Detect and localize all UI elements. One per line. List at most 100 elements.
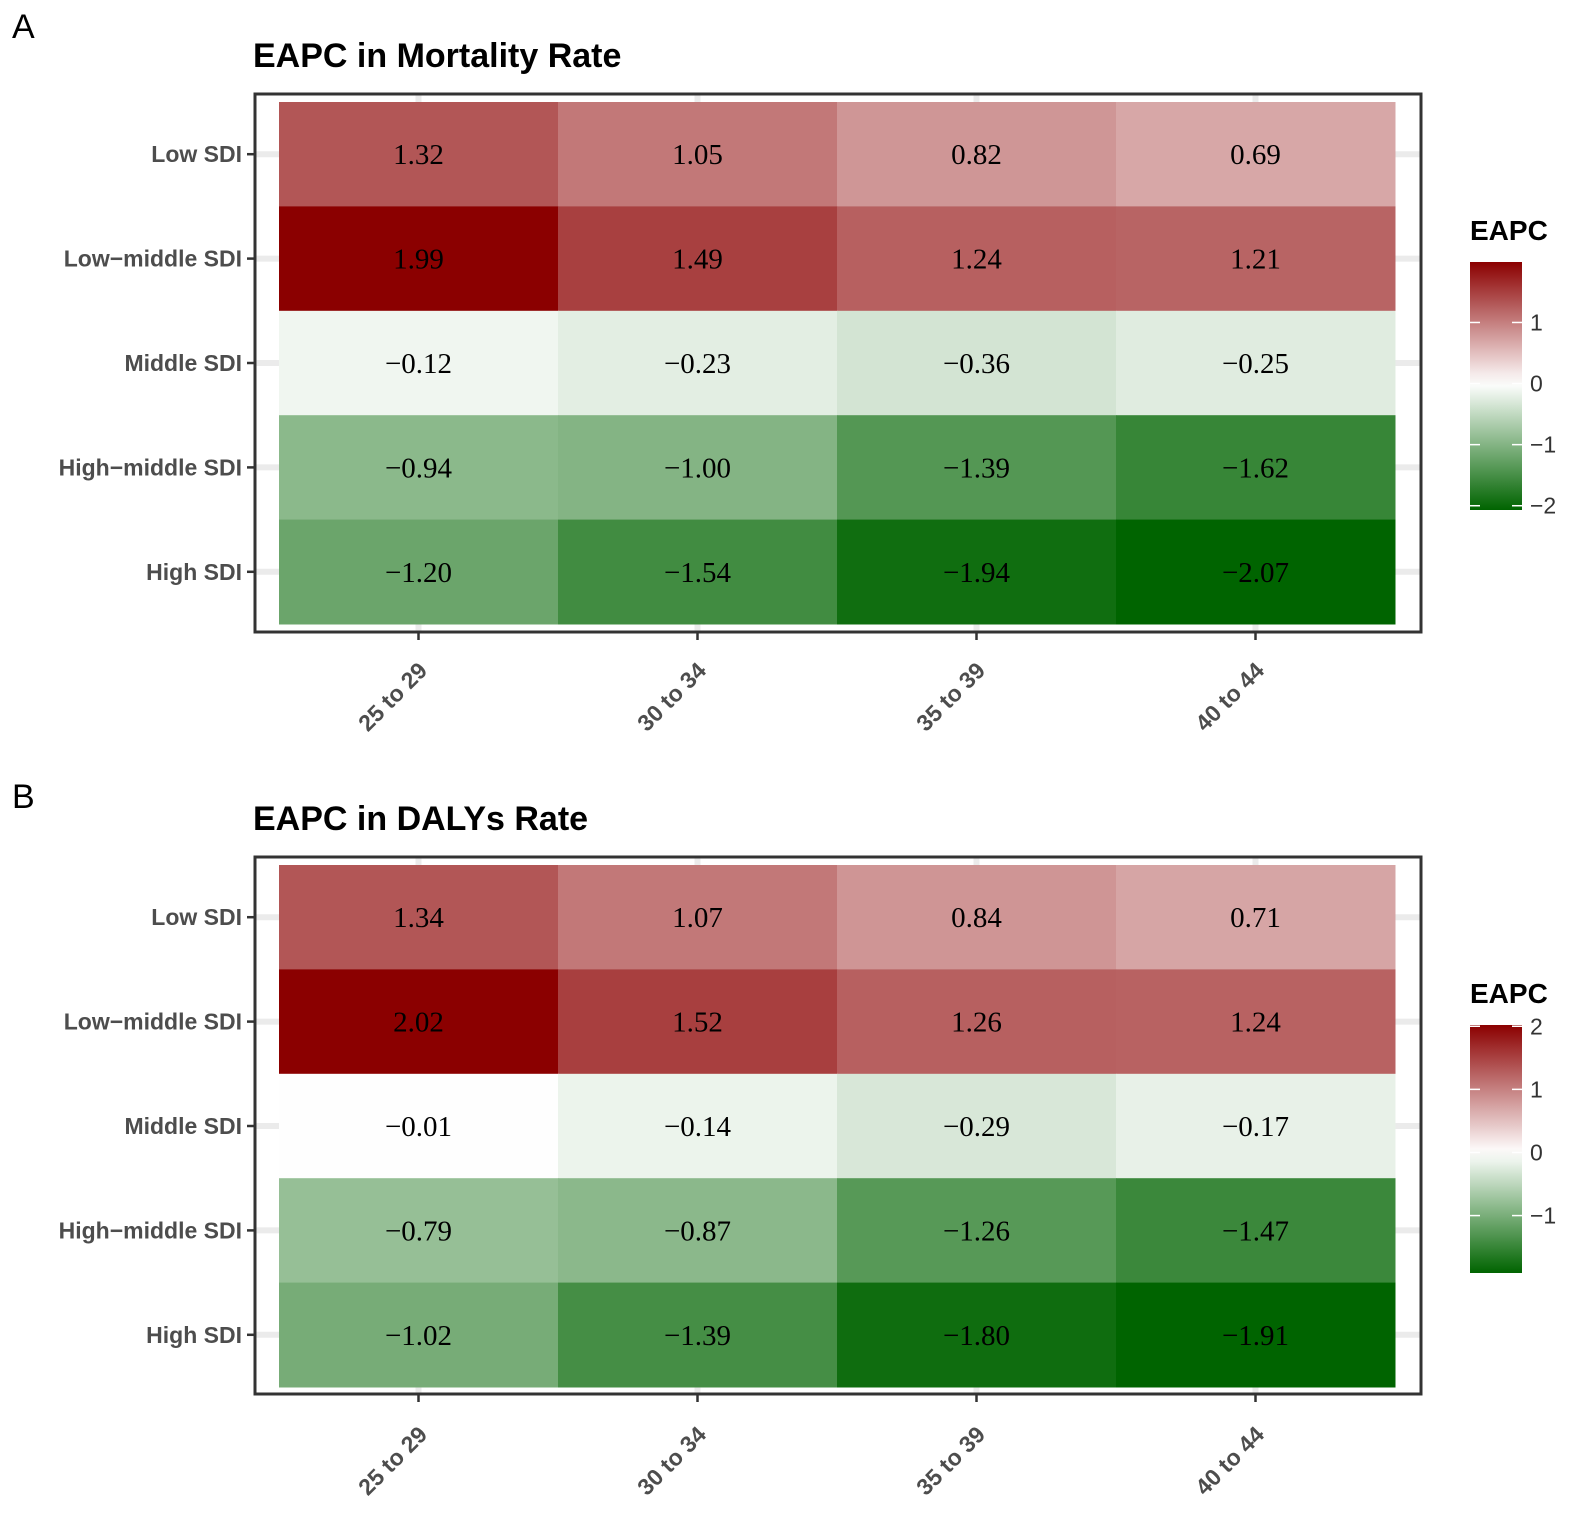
y-tick-label: Low SDI — [151, 904, 242, 930]
cell-value-label: 1.05 — [672, 139, 723, 171]
cell-value-label: −1.54 — [664, 557, 732, 589]
x-tick-label: 35 to 39 — [911, 1421, 990, 1500]
x-tick-label: 25 to 29 — [353, 1421, 432, 1500]
heatmap-cell — [558, 969, 838, 1075]
cell-value-label: 2.02 — [393, 1007, 444, 1039]
heatmap-cell — [279, 519, 559, 625]
heatmap-cell — [837, 1073, 1117, 1179]
cell-value-label: 1.24 — [951, 244, 1002, 276]
cell-value-label: −1.94 — [943, 557, 1011, 589]
cell-value-label: 1.26 — [951, 1007, 1002, 1039]
cell-value-label: 0.84 — [951, 902, 1002, 934]
heatmap-cell — [279, 865, 559, 970]
heatmap-cell — [837, 1282, 1117, 1388]
heatmap-cell — [279, 310, 559, 416]
y-tick-label: High−middle SDI — [59, 1217, 242, 1243]
heatmap-cell — [558, 102, 838, 207]
chart-title: EAPC in Mortality Rate — [253, 37, 621, 75]
y-tick-label: Low−middle SDI — [64, 1009, 242, 1035]
heatmap-cell — [837, 415, 1117, 521]
heatmap-cell — [1116, 1178, 1396, 1284]
x-tick-label: 25 to 29 — [353, 657, 432, 736]
y-tick-label: Middle SDI — [124, 350, 242, 376]
heatmap-cell — [558, 1282, 838, 1388]
y-tick-label: Low SDI — [151, 141, 242, 167]
panel-letter: B — [12, 778, 35, 816]
heatmap-cell — [1116, 310, 1396, 416]
heatmap-cell — [1116, 206, 1396, 312]
cell-value-label: −0.01 — [385, 1111, 452, 1143]
heatmap-cell — [558, 415, 838, 521]
heatmap-cell — [558, 519, 838, 625]
cell-value-label: −2.07 — [1222, 557, 1289, 589]
heatmap-cell — [1116, 1282, 1396, 1388]
cell-value-label: −0.36 — [943, 348, 1010, 380]
heatmap-cell — [279, 1073, 559, 1179]
cell-value-label: 1.32 — [393, 139, 444, 171]
legend-tick-label: 2 — [1530, 1013, 1543, 1039]
x-tick-label: 35 to 39 — [911, 657, 990, 736]
cell-value-label: −1.00 — [664, 452, 731, 484]
x-tick-label: 40 to 44 — [1190, 657, 1269, 736]
cell-value-label: 1.07 — [672, 902, 723, 934]
legend-tick-label: 1 — [1530, 1076, 1543, 1102]
legend-title: EAPC — [1470, 215, 1548, 246]
cell-value-label: 1.21 — [1230, 244, 1281, 276]
heatmap-cell — [1116, 519, 1396, 625]
legend-colorbar — [1470, 1025, 1522, 1273]
cell-value-label: −1.39 — [664, 1320, 731, 1352]
heatmap-cell — [837, 310, 1117, 416]
cell-value-label: −1.39 — [943, 452, 1010, 484]
heatmap-cell — [837, 865, 1117, 970]
legend-tick-label: 0 — [1530, 1139, 1543, 1165]
cell-value-label: −0.23 — [664, 348, 731, 380]
cell-value-label: −0.17 — [1222, 1111, 1289, 1143]
heatmap-cell — [558, 1178, 838, 1284]
heatmap-cell — [837, 206, 1117, 312]
y-tick-label: High SDI — [146, 1322, 242, 1348]
cell-value-label: −0.87 — [664, 1215, 731, 1247]
cell-value-label: −1.26 — [943, 1215, 1010, 1247]
cell-value-label: −1.80 — [943, 1320, 1010, 1352]
legend-title: EAPC — [1470, 978, 1548, 1009]
legend-tick-label: −1 — [1530, 432, 1556, 458]
cell-value-label: −1.02 — [385, 1320, 452, 1352]
cell-value-label: −0.79 — [385, 1215, 452, 1247]
heatmap-cell — [837, 969, 1117, 1075]
legend-tick-label: 1 — [1530, 309, 1543, 335]
legend-tick-label: −2 — [1530, 493, 1556, 519]
y-tick-label: High−middle SDI — [59, 454, 242, 480]
cell-value-label: 1.99 — [393, 244, 444, 276]
x-tick-label: 30 to 34 — [632, 657, 711, 736]
heatmap-cell — [837, 519, 1117, 625]
heatmap-cell — [558, 1073, 838, 1179]
cell-value-label: −0.29 — [943, 1111, 1010, 1143]
x-tick-label: 30 to 34 — [632, 1421, 711, 1500]
cell-value-label: −1.91 — [1222, 1320, 1289, 1352]
panel-a: A EAPC in Mortality Rate 1.32 1.05 0.82 0.69 1… — [12, 8, 1556, 736]
cell-value-label: −0.12 — [385, 348, 452, 380]
legend-tick-label: 0 — [1530, 371, 1543, 397]
heatmap-cell — [1116, 102, 1396, 207]
cell-value-label: 1.52 — [672, 1007, 723, 1039]
cell-value-label: −0.25 — [1222, 348, 1289, 380]
y-tick-label: Low−middle SDI — [64, 246, 242, 272]
heatmap-cell — [279, 1282, 559, 1388]
cell-value-label: 0.82 — [951, 139, 1002, 171]
cell-value-label: −0.14 — [664, 1111, 732, 1143]
heatmap-cell — [279, 415, 559, 521]
heatmap-cell — [1116, 415, 1396, 521]
cell-value-label: 0.69 — [1230, 139, 1281, 171]
cell-value-label: 1.49 — [672, 244, 723, 276]
cell-value-label: 0.71 — [1230, 902, 1281, 934]
heatmap-cell — [1116, 1073, 1396, 1179]
heatmap-cell — [279, 102, 559, 207]
cell-value-label: 1.24 — [1230, 1007, 1281, 1039]
heatmap-cell — [558, 310, 838, 416]
panel-b: B EAPC in DALYs Rate 1.34 1.07 0.84 0.71 2.02 1… — [12, 778, 1556, 1500]
cell-value-label: −1.47 — [1222, 1215, 1289, 1247]
cell-value-label: −0.94 — [385, 452, 453, 484]
heatmap-cell — [558, 206, 838, 312]
cell-value-label: 1.34 — [393, 902, 444, 934]
